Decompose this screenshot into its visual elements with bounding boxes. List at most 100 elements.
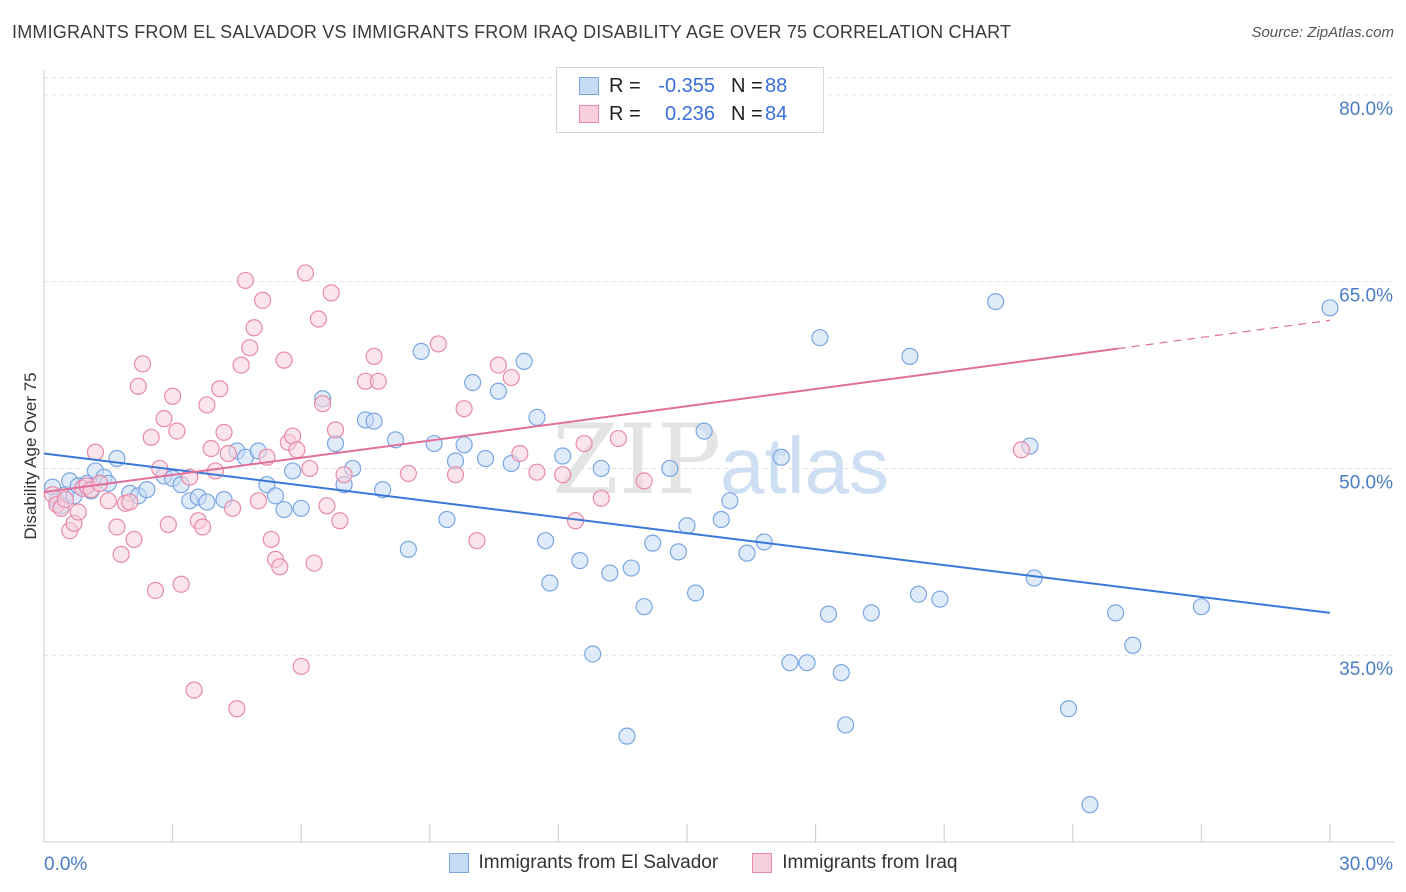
data-point-iraq [369, 372, 387, 390]
data-point-el-salvador [1025, 569, 1043, 587]
data-point-iraq [301, 459, 319, 478]
data-point-el-salvador [536, 532, 555, 550]
legend-n-value: 84 [765, 102, 788, 125]
data-point-el-salvador [571, 551, 589, 570]
source-note: Source: ZipAtlas.com [1251, 24, 1394, 41]
watermark-zip: ZIP [552, 404, 721, 516]
data-point-el-salvador [1059, 700, 1078, 718]
data-point-iraq [155, 410, 173, 428]
data-point-iraq [502, 368, 520, 387]
data-point-el-salvador [584, 645, 602, 663]
data-point-iraq [249, 492, 267, 510]
data-point-iraq [159, 515, 177, 534]
data-point-iraq [56, 490, 75, 509]
legend-swatch-iraq [579, 105, 599, 123]
series-swatch-iraq [752, 853, 773, 873]
data-point-iraq [185, 681, 203, 699]
legend: R = -0.355 N = 88 R = 0.236 N = 84 [556, 67, 824, 133]
data-point-el-salvador [644, 534, 662, 552]
data-point-el-salvador [811, 329, 829, 347]
data-point-iraq [172, 575, 190, 593]
data-point-iraq [511, 444, 529, 463]
data-point-iraq [129, 377, 147, 395]
data-point-iraq [399, 464, 417, 483]
data-point-iraq [314, 395, 332, 413]
data-point-iraq [228, 700, 246, 718]
data-point-el-salvador [592, 459, 610, 478]
data-point-iraq [164, 387, 182, 405]
watermark-atlas: atlas [720, 421, 889, 510]
data-point-el-salvador [284, 462, 302, 480]
legend-swatch-el-salvador [579, 77, 599, 95]
data-point-iraq [236, 271, 255, 290]
data-point-iraq [232, 356, 250, 374]
data-point-iraq [108, 518, 126, 536]
data-point-iraq [86, 443, 105, 461]
data-point-el-salvador [909, 585, 928, 603]
data-point-iraq [198, 396, 216, 414]
data-point-iraq [215, 423, 233, 441]
data-point-el-salvador [686, 584, 705, 602]
data-point-el-salvador [931, 590, 949, 608]
data-point-iraq [112, 545, 130, 563]
legend-r-label: R = [609, 74, 641, 97]
data-point-el-salvador [266, 487, 285, 505]
legend-r-value: -0.355 [658, 74, 715, 97]
y-tick-label: 35.0% [1339, 659, 1393, 680]
x-tick-label: 0.0% [44, 854, 87, 875]
data-point-el-salvador [1124, 636, 1142, 654]
trend-line-iraq [43, 347, 1118, 494]
legend-n-label: N = [731, 102, 763, 125]
legend-row-el-salvador: R = -0.355 N = 88 [579, 72, 787, 100]
data-point-el-salvador [455, 436, 473, 454]
data-point-iraq [125, 530, 143, 549]
data-point-el-salvador [712, 510, 730, 529]
data-point-el-salvador [515, 352, 533, 370]
data-point-iraq [271, 558, 289, 576]
data-point-iraq [292, 657, 310, 676]
data-point-iraq [635, 472, 653, 490]
data-point-iraq [609, 429, 628, 448]
data-point-el-salvador [772, 448, 790, 466]
data-point-el-salvador [661, 459, 679, 478]
series-swatch-el-salvador [448, 853, 469, 873]
data-point-iraq [142, 428, 160, 446]
data-point-iraq [211, 380, 229, 398]
data-point-el-salvador [1107, 604, 1125, 622]
data-point-iraq [429, 335, 447, 353]
data-point-iraq [468, 532, 486, 550]
data-point-el-salvador [554, 447, 572, 465]
legend-r-label: R = [609, 102, 641, 125]
data-point-el-salvador [798, 654, 816, 672]
data-point-el-salvador [292, 499, 310, 517]
series-legend-label: Immigrants from Iraq [782, 852, 958, 873]
data-point-el-salvador [1081, 796, 1099, 814]
data-point-el-salvador [635, 598, 653, 616]
data-point-iraq [318, 497, 336, 515]
y-tick-label: 80.0% [1339, 99, 1393, 120]
data-point-iraq [575, 434, 593, 453]
data-point-iraq [254, 291, 272, 309]
y-axis-label: Disability Age Over 75 [21, 372, 40, 539]
data-point-el-salvador [476, 449, 495, 468]
data-point-el-salvador [738, 544, 756, 562]
data-point-iraq [194, 518, 212, 536]
data-point-iraq [446, 466, 465, 484]
data-point-el-salvador [819, 605, 838, 623]
legend-row-iraq: R = 0.236 N = 84 [579, 100, 787, 128]
data-point-iraq [326, 421, 345, 439]
data-point-iraq [275, 351, 293, 369]
data-point-el-salvador [425, 434, 443, 453]
data-point-el-salvador [275, 500, 293, 519]
data-point-el-salvador [412, 342, 430, 361]
data-point-iraq [168, 422, 186, 440]
data-point-el-salvador [669, 543, 688, 561]
series-legend: Immigrants from El Salvador Immigrants f… [0, 852, 1406, 874]
data-point-iraq [296, 264, 315, 282]
data-point-el-salvador [399, 540, 417, 558]
data-point-iraq [309, 310, 327, 328]
data-point-iraq [245, 319, 263, 337]
data-point-iraq [146, 581, 165, 600]
data-point-iraq [331, 512, 349, 530]
